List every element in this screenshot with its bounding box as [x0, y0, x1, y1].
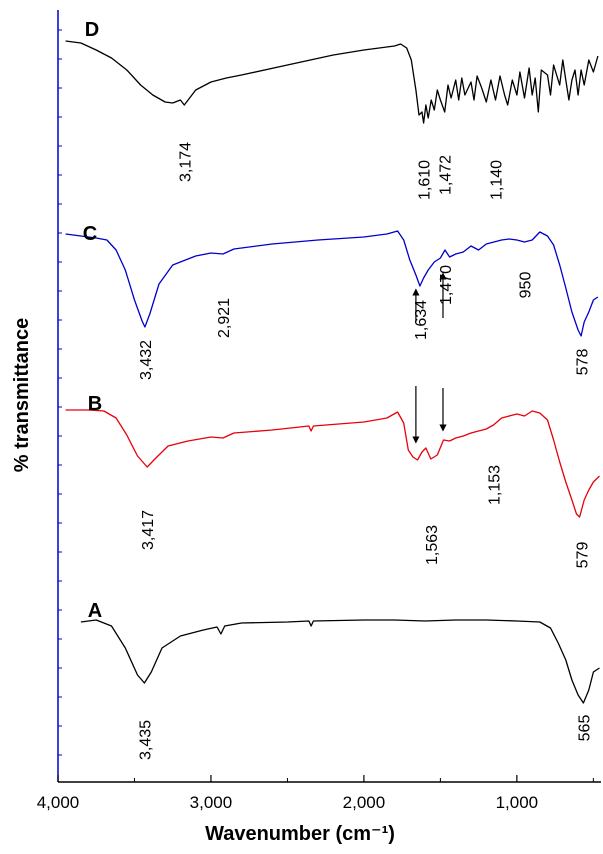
- peak-label-c: 578: [574, 349, 591, 376]
- x-tick-label: 3,000: [190, 793, 233, 812]
- y-axis-title: % transmittance: [11, 318, 33, 473]
- peak-label-c: 3,432: [138, 340, 155, 380]
- trace-d-label: D: [85, 19, 99, 41]
- peak-label-c: 950: [518, 272, 535, 299]
- peak-label-b: 1,563: [424, 525, 441, 565]
- trace-b-label: B: [88, 393, 102, 415]
- trace-d-line: [65, 40, 599, 124]
- trace-a-line: [80, 619, 600, 704]
- peak-label-b: 579: [574, 542, 591, 569]
- x-axis-ticks: 4,000 3,000 2,000 1,000: [37, 775, 594, 812]
- spectrum-traces: [65, 40, 600, 704]
- peak-label-d: 1,140: [489, 160, 506, 200]
- peak-label-b: 1,153: [487, 465, 504, 505]
- peak-label-c: 2,921: [216, 298, 233, 338]
- peak-label-b: 3,417: [140, 510, 157, 550]
- trace-c-label: C: [83, 223, 97, 245]
- peak-label-c: 1,470: [438, 265, 455, 305]
- peak-label-a: 565: [576, 715, 593, 742]
- peak-label-d: 1,610: [417, 160, 434, 200]
- x-tick-label: 4,000: [37, 793, 80, 812]
- peak-label-c: 1,634: [413, 300, 430, 340]
- trace-c-line: [65, 230, 599, 337]
- peak-arrows: [412, 272, 447, 444]
- y-axis-ticks: [58, 29, 62, 756]
- peak-labels: 3,435 565 3,417 1,563 1,153 579 3,432 2,921 1,63…: [137, 142, 593, 760]
- peak-label-d: 3,174: [177, 142, 194, 182]
- trace-a-label: A: [88, 600, 102, 622]
- peak-label-d: 1,472: [438, 155, 455, 195]
- peak-label-a: 3,435: [137, 720, 154, 760]
- trace-labels: A B C D: [83, 19, 102, 622]
- trace-b-line: [65, 409, 600, 518]
- x-tick-label: 1,000: [496, 793, 539, 812]
- x-axis-title: Wavenumber (cm⁻¹): [205, 823, 395, 845]
- x-tick-label: 2,000: [343, 793, 386, 812]
